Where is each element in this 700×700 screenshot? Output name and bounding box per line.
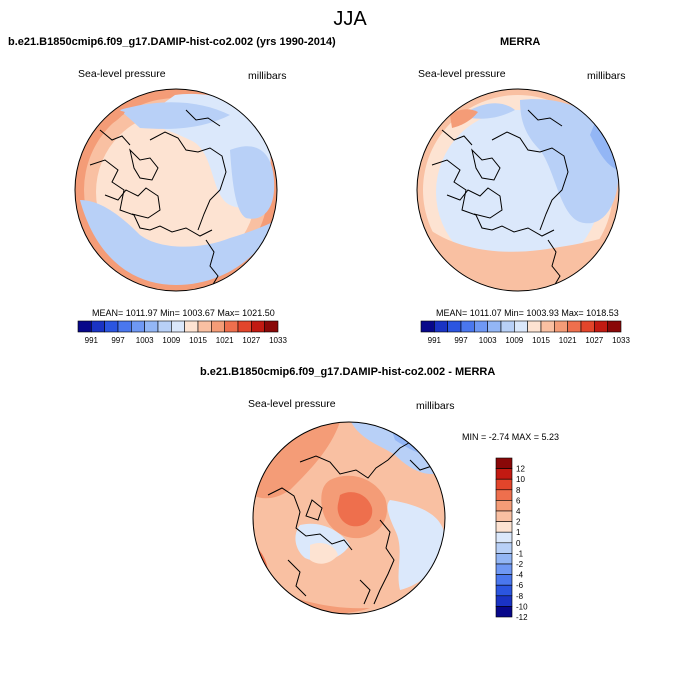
panel3-colorbar-swatch <box>495 595 513 607</box>
panel3-colorbar-tick-label: -4 <box>516 571 524 580</box>
panel2-colorbar-swatch <box>487 320 502 333</box>
panel1-title: b.e21.B1850cmip6.f09_g17.DAMIP-hist-co2.… <box>8 36 336 48</box>
panel1-colorbar-tick-label: 1009 <box>162 336 180 345</box>
panel3-map-border <box>252 421 446 615</box>
panel3-colorbar-tick-label: 2 <box>516 518 521 527</box>
panel1-colorbar-tick-label: 1003 <box>136 336 154 345</box>
panel3-colorbar-swatch <box>495 500 513 512</box>
panel3-colorbar-tick-label: -1 <box>516 549 524 558</box>
panel2-colorbar-swatch <box>514 320 528 333</box>
panel1-colorbar-swatch <box>197 320 212 333</box>
panel1-map-border <box>74 88 278 292</box>
panel3-variable-label: Sea-level pressure <box>248 398 336 410</box>
panel3-colorbar-tick-label: -8 <box>516 592 524 601</box>
panel3-units-label: millibars <box>416 400 455 412</box>
panel3-colorbar-swatch <box>495 563 513 575</box>
panel1-colorbar-swatch <box>144 320 159 333</box>
panel1-colorbar-tick-label: 1021 <box>216 336 234 345</box>
panel3-colorbar-swatch <box>495 510 513 522</box>
panel1-colorbar-tick-label: 997 <box>111 336 125 345</box>
panel3-colorbar-swatch <box>495 531 513 544</box>
panel3-colorbar-tick-label: 12 <box>516 465 525 474</box>
panel2-colorbar-tick-label: 991 <box>428 336 442 345</box>
panel1-colorbar-swatch <box>157 320 172 333</box>
panel2-colorbar-swatch <box>500 320 515 333</box>
panel1-colorbar-swatch <box>184 320 199 333</box>
panel1-colorbar-swatch <box>237 320 252 333</box>
panel2-title: MERRA <box>500 36 541 48</box>
panel3-colorbar-tick-label: 10 <box>516 475 525 484</box>
panel2-colorbar-tick-label: 1021 <box>559 336 577 345</box>
panel2-units-label: millibars <box>587 70 626 82</box>
panel1-colorbar-tick-label: 1033 <box>269 336 287 345</box>
panel1-colorbar-swatch <box>264 320 279 333</box>
panel2-colorbar-swatch <box>434 320 448 333</box>
panel2-variable-label: Sea-level pressure <box>418 68 506 80</box>
panel2-colorbar-tick-label: 997 <box>454 336 468 345</box>
panel1-colorbar-swatch <box>211 320 225 333</box>
panel2-colorbar-swatch <box>607 320 622 333</box>
panel2-colorbar-swatch <box>460 320 475 333</box>
panel1-map <box>75 89 277 291</box>
panel3-colorbar-swatch <box>495 574 513 586</box>
panel1-colorbar-swatch <box>77 320 92 333</box>
panel3-colorbar-tick-label: 8 <box>516 486 521 495</box>
panel1-colorbar-tick-label: 991 <box>85 336 99 345</box>
panel3-colorbar-tick-label: -10 <box>516 602 528 611</box>
panel1-colorbar-swatch <box>251 320 265 333</box>
panel3-colorbar-tick-label: -6 <box>516 581 524 590</box>
panel3-colorbar-swatch <box>495 553 513 565</box>
panel3-colorbar-swatch <box>495 457 513 469</box>
panel2-colorbar-swatch <box>420 320 435 333</box>
panel1-colorbar-tick-label: 1027 <box>242 336 260 345</box>
panel2-colorbar-tick-label: 1015 <box>532 336 550 345</box>
panel2-colorbar-swatch <box>447 320 462 333</box>
panel2-stats: MEAN= 1011.07 Min= 1003.93 Max= 1018.53 <box>436 308 619 318</box>
panel2-colorbar-tick-label: 1033 <box>612 336 630 345</box>
panel3-colorbar-swatch <box>495 478 513 491</box>
panel3-colorbar-tick-label: -12 <box>516 613 528 622</box>
panel1-colorbar-tick-label: 1015 <box>189 336 207 345</box>
panel3-colorbar-tick-label: 0 <box>516 539 521 548</box>
panel2-map-border <box>416 88 620 292</box>
panel3-colorbar-tick-label: 6 <box>516 496 521 505</box>
panel3-colorbar-swatch <box>495 468 513 480</box>
panel1-variable-label: Sea-level pressure <box>78 68 166 80</box>
panel3-colorbar-swatch <box>495 606 513 618</box>
panel1-colorbar: 991 997 1003 1009 1015 1021 1027 1033 <box>77 320 287 345</box>
panel1-units-label: millibars <box>248 70 287 82</box>
panel2-colorbar-swatch <box>474 320 488 333</box>
panel3-map <box>253 422 445 614</box>
panel2-colorbar-tick-label: 1009 <box>505 336 523 345</box>
panel3-colorbar-swatch <box>495 584 513 597</box>
panel1-colorbar-swatch <box>91 320 105 333</box>
panel2-colorbar-swatch <box>594 320 608 333</box>
panel3-title: b.e21.B1850cmip6.f09_g17.DAMIP-hist-co2.… <box>200 366 496 378</box>
panel3-colorbar-tick-label: 4 <box>516 507 521 516</box>
panel2-colorbar-swatch <box>527 320 542 333</box>
panel3-colorbar-swatch <box>495 542 513 554</box>
panel2-colorbar-swatch <box>540 320 555 333</box>
panel3-stats: MIN = -2.74 MAX = 5.23 <box>462 432 560 442</box>
panel1-colorbar-swatch <box>171 320 185 333</box>
panel3-colorbar-swatch <box>495 521 513 533</box>
panel1-colorbar-swatch <box>104 320 119 333</box>
panel2-colorbar: 991 997 1003 1009 1015 1021 1027 1033 <box>420 320 630 345</box>
panel1-stats: MEAN= 1011.97 Min= 1003.67 Max= 1021.50 <box>92 308 275 318</box>
panel2-colorbar-swatch <box>580 320 595 333</box>
panel2-colorbar-swatch <box>554 320 568 333</box>
panel1-colorbar-swatch <box>131 320 145 333</box>
panel3-colorbar-swatch <box>495 489 513 501</box>
panel1-colorbar-swatch <box>224 320 239 333</box>
panel2-colorbar-swatch <box>567 320 582 333</box>
panel3-colorbar-tick-label: 1 <box>516 528 521 537</box>
panel2-colorbar-tick-label: 1027 <box>585 336 603 345</box>
figure-title: JJA <box>333 8 367 30</box>
panel2-map <box>417 89 619 291</box>
panel1-colorbar-swatch <box>117 320 132 333</box>
panel2-colorbar-tick-label: 1003 <box>479 336 497 345</box>
panel3-colorbar-tick-label: -2 <box>516 560 524 569</box>
